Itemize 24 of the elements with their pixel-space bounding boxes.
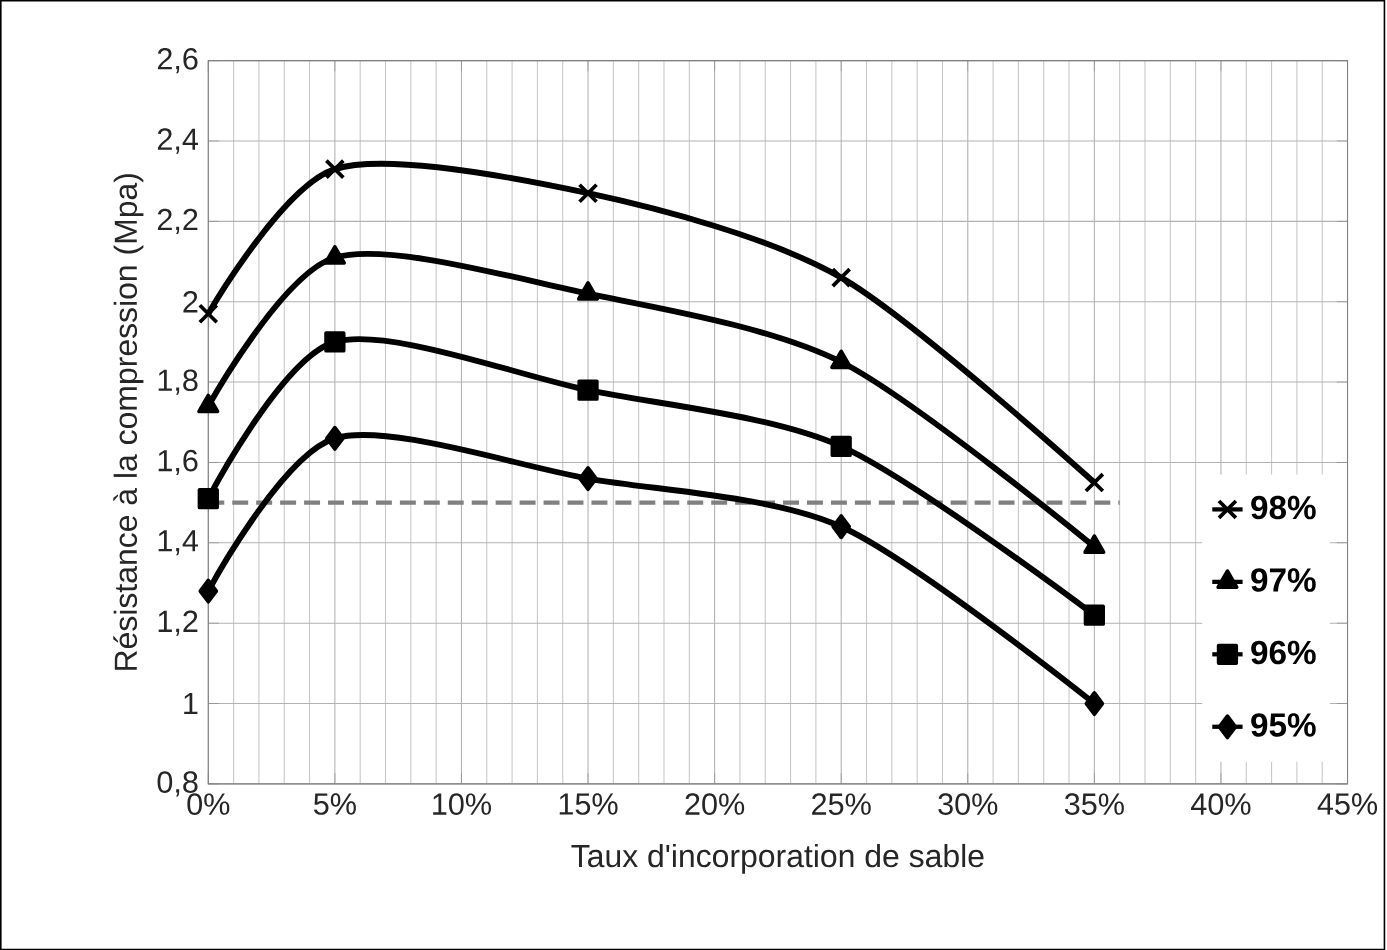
x-tick-label: 20% [685,793,745,815]
legend-label: 95% [1251,713,1316,737]
x-tick-label: 35% [1064,793,1124,815]
x-tick-label: 40% [1191,793,1251,815]
y-tick-label: 2,2 [157,208,198,234]
x-tick-label: 10% [433,793,491,815]
x-tick-label: 30% [938,793,998,815]
x-tick-label: 25% [812,793,871,815]
x-tick-label: 15% [559,793,618,815]
y-tick-label: 1,4 [158,530,198,556]
y-tick-label: 2 [183,290,198,313]
y-tick-label: 1,2 [158,610,198,636]
x-tick-label: 45% [1317,793,1378,815]
y-tick-label: 1,8 [158,369,198,395]
y-tick-label: 1 [184,692,198,714]
legend-label: 96% [1251,640,1316,665]
legend-label: 98% [1251,495,1316,520]
y-tick-label: 1,6 [158,449,198,475]
y-axis-title: Résistance à la compression (Mpa) [113,173,144,670]
x-axis-title: Taux d'incorporation de sable [571,843,984,874]
x-tick-label: 5% [313,793,356,815]
y-tick-label: 2,6 [157,47,198,74]
y-tick-label: 2,4 [157,128,198,154]
legend-label: 97% [1251,568,1316,592]
